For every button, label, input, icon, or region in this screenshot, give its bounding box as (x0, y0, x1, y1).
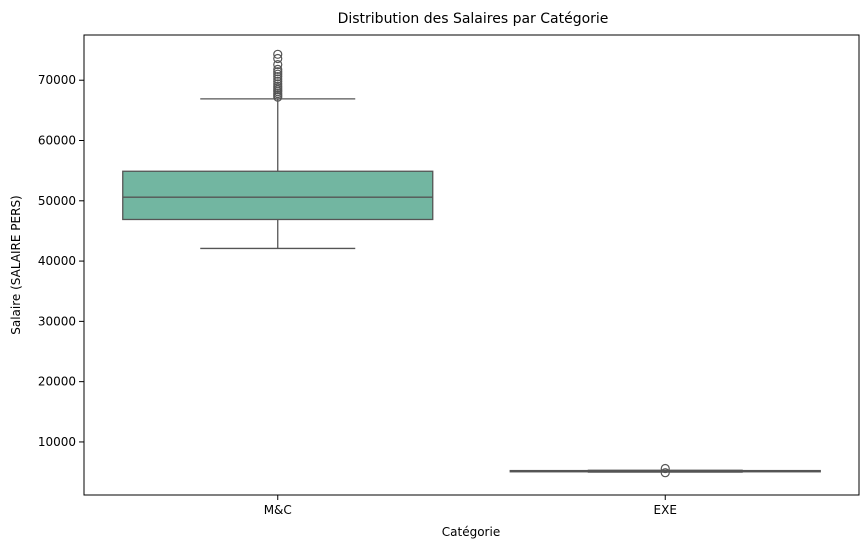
x-tick-label: EXE (654, 503, 677, 517)
x-axis-label: Catégorie (442, 525, 500, 539)
outlier-point (660, 463, 670, 474)
outlier-point (273, 67, 283, 77)
outlier-point (273, 59, 283, 70)
outlier-point (273, 64, 283, 74)
plot-area (122, 49, 821, 478)
outlier-point (273, 53, 283, 64)
box-m-c (122, 49, 434, 250)
y-tick-label: 40000 (38, 254, 76, 268)
y-tick-label: 30000 (38, 314, 76, 328)
y-tick-label: 10000 (38, 435, 76, 449)
y-tick-label: 50000 (38, 194, 76, 208)
outlier-point (273, 79, 283, 89)
y-axis-label: Salaire (SALAIRE PERS) (9, 195, 23, 335)
y-tick-label: 70000 (38, 73, 76, 87)
y-axis: 10000 20000 30000 40000 50000 60000 70000 (38, 73, 84, 449)
plot-frame (83, 34, 860, 496)
chart-title: Distribution des Salaires par Catégorie (338, 11, 609, 27)
outlier-point (273, 71, 283, 82)
box-exe (509, 463, 821, 478)
outlier-point (273, 74, 283, 84)
y-tick-label: 20000 (38, 375, 76, 389)
iqr-box (122, 170, 434, 221)
outlier-point (273, 76, 283, 87)
x-tick-label: M&C (264, 503, 292, 517)
y-tick-label: 60000 (38, 134, 76, 148)
x-axis: M&C EXE (264, 495, 677, 517)
outlier-point (273, 81, 283, 91)
outlier-point (273, 69, 283, 79)
outlier-point (660, 468, 670, 478)
outlier-point (273, 49, 283, 59)
